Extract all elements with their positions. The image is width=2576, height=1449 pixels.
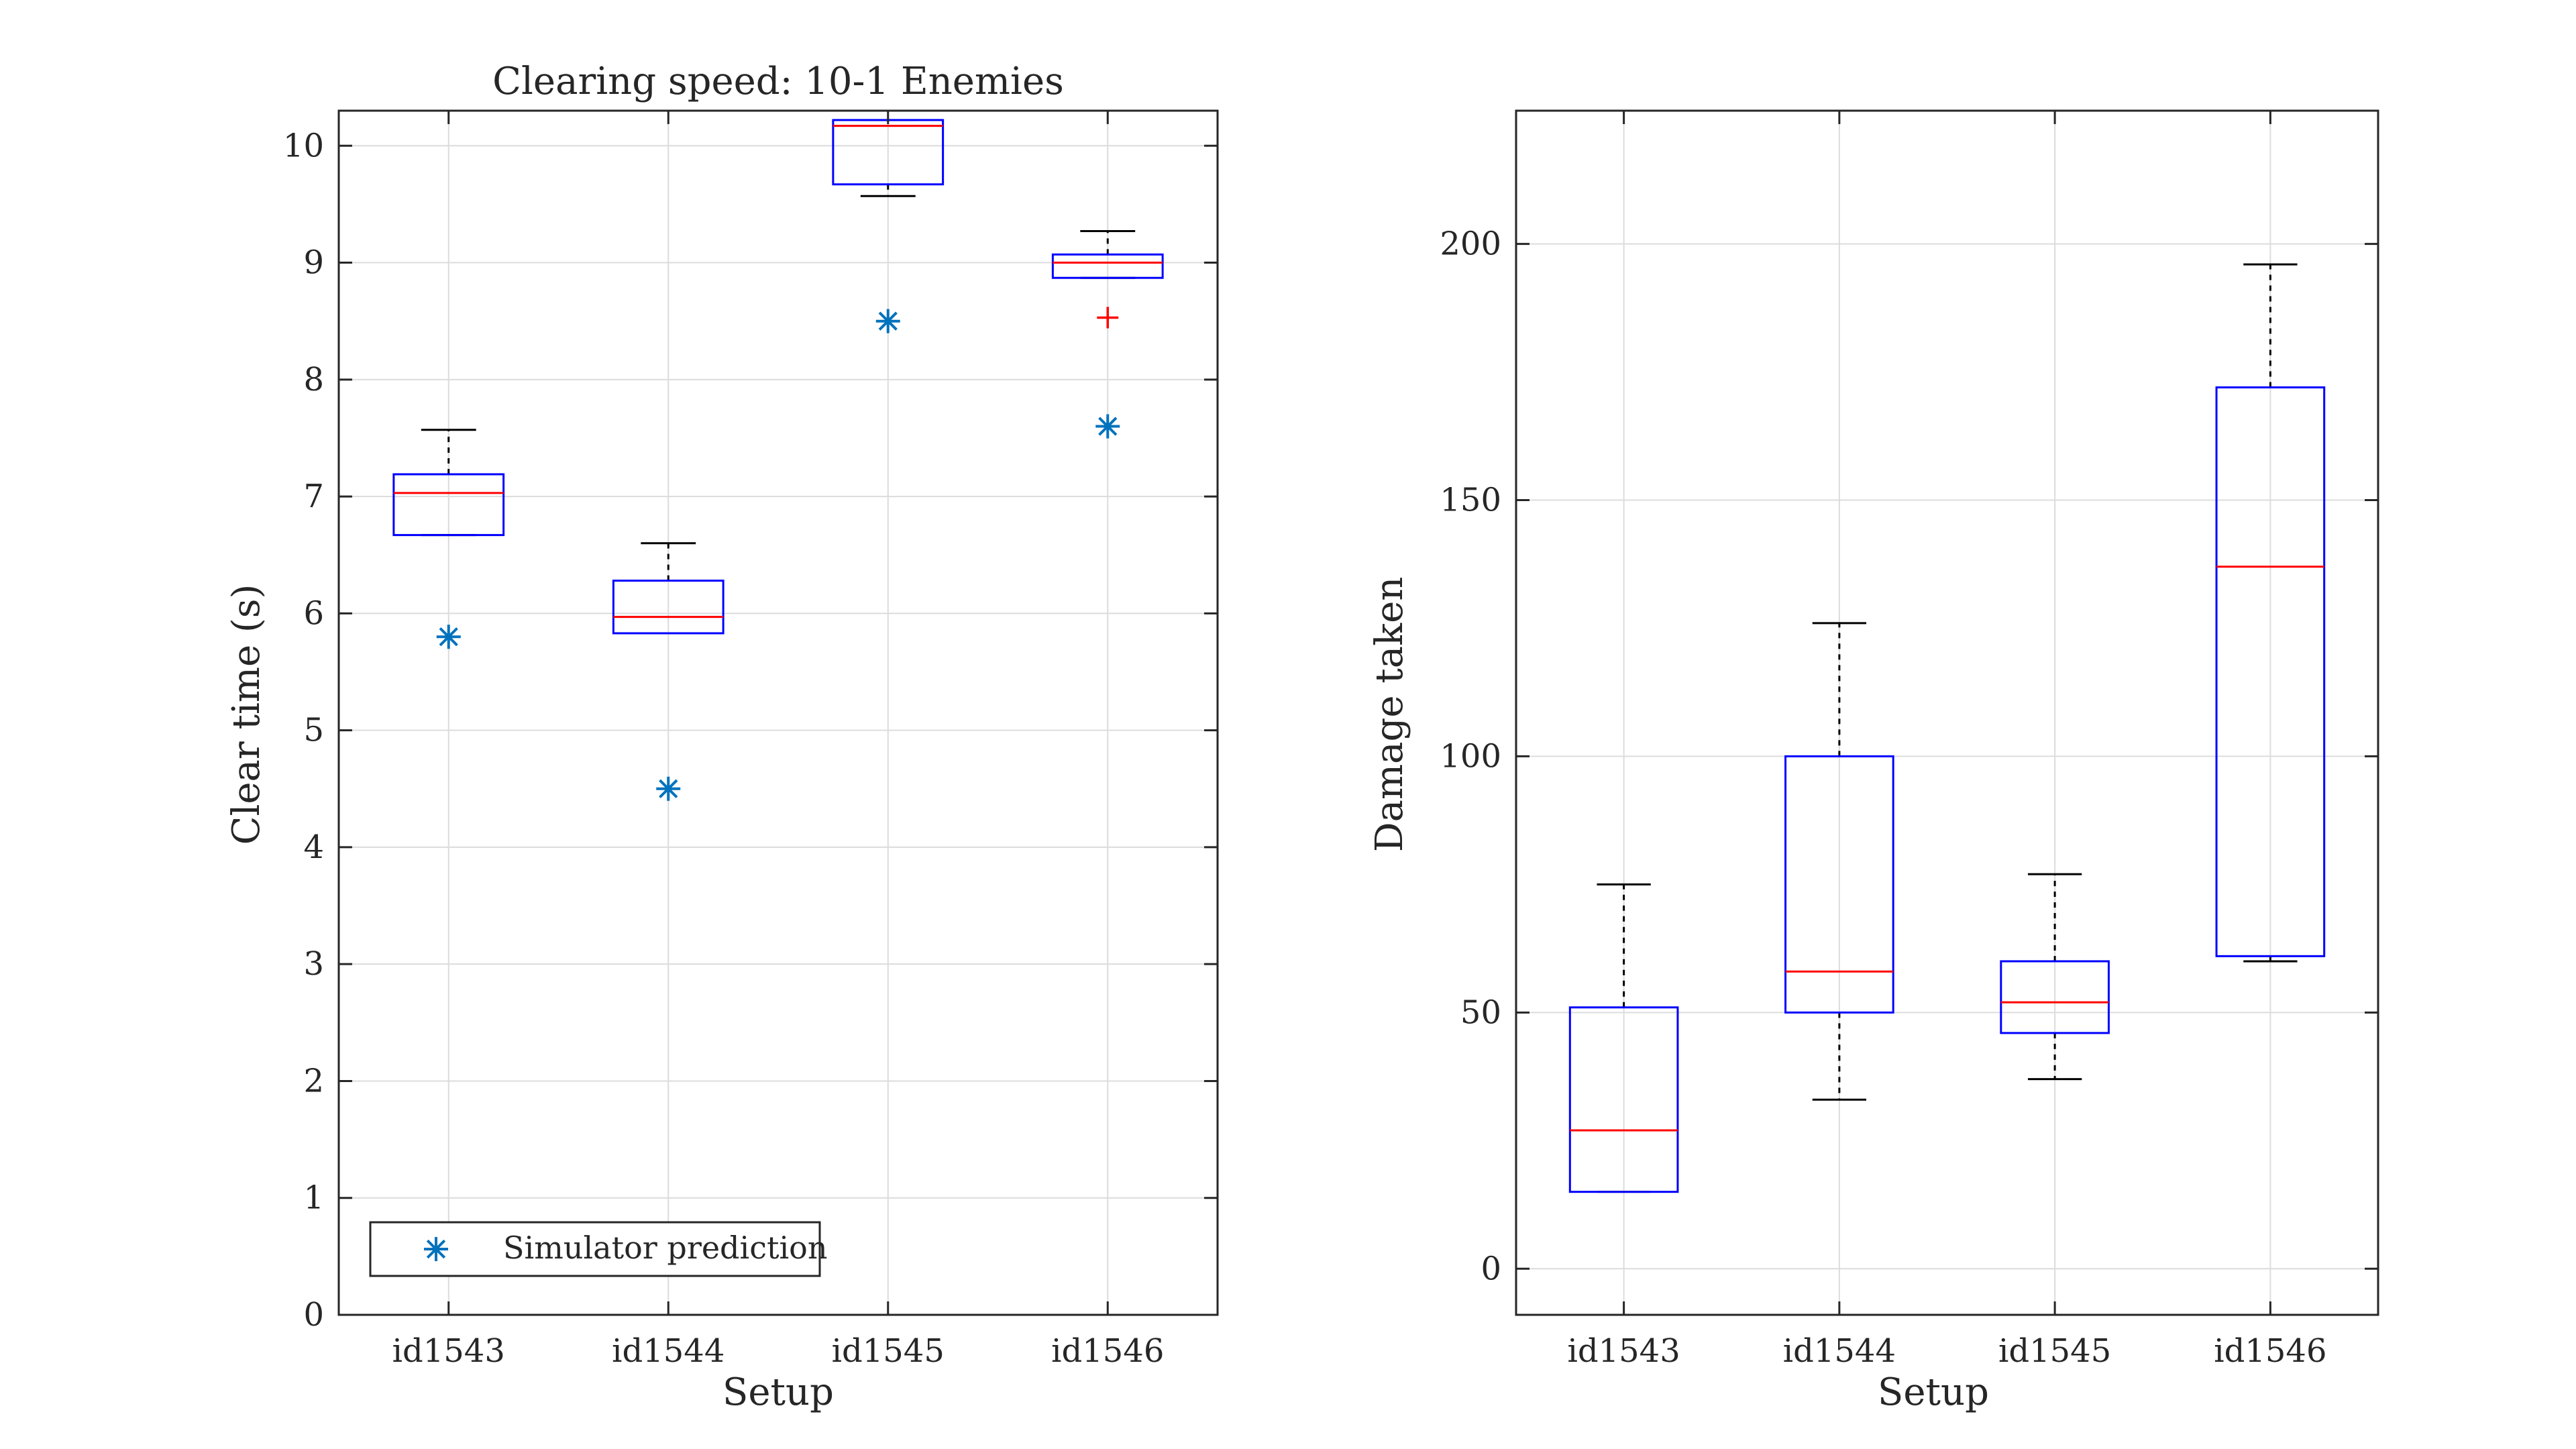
x-tick-label: id1544 bbox=[612, 1332, 724, 1370]
prediction-point bbox=[436, 625, 461, 649]
prediction-point bbox=[1095, 414, 1120, 439]
y-tick-label: 3 bbox=[303, 945, 324, 983]
x-axis-label: Setup bbox=[1878, 1371, 1989, 1414]
box-plot-id1545 bbox=[2000, 873, 2110, 1081]
x-tick-label: id1546 bbox=[2214, 1332, 2326, 1370]
axes-frame bbox=[1515, 109, 2379, 1316]
y-tick-label: 6 bbox=[303, 594, 324, 632]
y-tick-label: 7 bbox=[303, 478, 324, 515]
damage-taken-chart: 0 50 100 150 200 id1543 id1544 id1545 id1546 Set… bbox=[1368, 109, 2379, 1414]
box-plot-id1544 bbox=[1784, 622, 1894, 1101]
y-tick-label: 2 bbox=[303, 1062, 324, 1099]
legend-asterisk-stroke bbox=[426, 1239, 446, 1259]
box bbox=[392, 473, 505, 537]
box-plot-id1544 bbox=[612, 542, 724, 635]
x-tick-label: id1546 bbox=[1051, 1332, 1164, 1370]
y-tick-label: 1 bbox=[303, 1179, 324, 1217]
box bbox=[612, 580, 724, 635]
legend-marker-prediction bbox=[424, 1237, 448, 1261]
legend: Simulator prediction bbox=[369, 1221, 828, 1277]
prediction-point bbox=[875, 309, 900, 333]
box-plot-id1546 bbox=[1051, 230, 1164, 329]
prediction-points bbox=[436, 309, 1120, 801]
x-tick-label: id1545 bbox=[832, 1332, 945, 1370]
y-axis-label: Clear time (s) bbox=[225, 584, 268, 845]
prediction-point-stroke bbox=[878, 311, 898, 331]
tick-marks: 0 1 2 3 4 5 6 7 8 9 10 id1543 id1544 id1545 id1546 bbox=[283, 111, 1218, 1370]
x-tick-label: id1544 bbox=[1783, 1332, 1896, 1370]
tick-marks: 0 50 100 150 200 id1543 id1544 id1545 id1546 bbox=[1440, 111, 2378, 1370]
x-tick-label: id1543 bbox=[1568, 1332, 1680, 1370]
y-tick-label: 0 bbox=[1481, 1250, 1501, 1287]
legend-label-prediction: Simulator prediction bbox=[503, 1230, 828, 1266]
outlier-marker bbox=[1097, 307, 1119, 329]
prediction-point bbox=[656, 776, 681, 801]
y-tick-label: 8 bbox=[303, 361, 324, 398]
box bbox=[1051, 253, 1164, 279]
y-axis-label: Damage taken bbox=[1368, 577, 1411, 853]
box-plot-id1543 bbox=[1568, 883, 1679, 1193]
axes-frame bbox=[337, 109, 1219, 1316]
y-tick-label: 150 bbox=[1440, 482, 1501, 519]
x-tick-label: id1543 bbox=[392, 1332, 505, 1370]
box bbox=[2000, 960, 2110, 1034]
box bbox=[2215, 386, 2326, 957]
y-tick-label: 200 bbox=[1440, 225, 1501, 263]
legend-asterisk bbox=[424, 1237, 448, 1261]
y-tick-label: 100 bbox=[1440, 737, 1501, 775]
box-plot-id1546 bbox=[2215, 263, 2326, 963]
box-plots bbox=[1568, 263, 2326, 1193]
prediction-point-stroke bbox=[659, 779, 678, 798]
y-tick-label: 5 bbox=[303, 712, 324, 749]
chart-title: Clearing speed: 10-1 Enemies bbox=[492, 60, 1064, 103]
y-tick-label: 10 bbox=[283, 127, 324, 164]
y-tick-label: 9 bbox=[303, 244, 324, 282]
box bbox=[1568, 1006, 1679, 1193]
clear-time-chart: 0 1 2 3 4 5 6 7 8 9 10 id1543 id1544 id1545 id1546 Cle… bbox=[225, 60, 1219, 1414]
y-tick-label: 0 bbox=[303, 1296, 324, 1334]
x-axis-label: Setup bbox=[722, 1371, 834, 1414]
prediction-point-stroke bbox=[1098, 417, 1118, 436]
box-plot-id1543 bbox=[392, 429, 505, 537]
y-tick-label: 4 bbox=[303, 828, 324, 866]
prediction-point-stroke bbox=[439, 627, 458, 647]
x-tick-label: id1545 bbox=[1998, 1332, 2111, 1370]
box bbox=[1784, 755, 1894, 1014]
y-tick-label: 50 bbox=[1460, 994, 1501, 1031]
